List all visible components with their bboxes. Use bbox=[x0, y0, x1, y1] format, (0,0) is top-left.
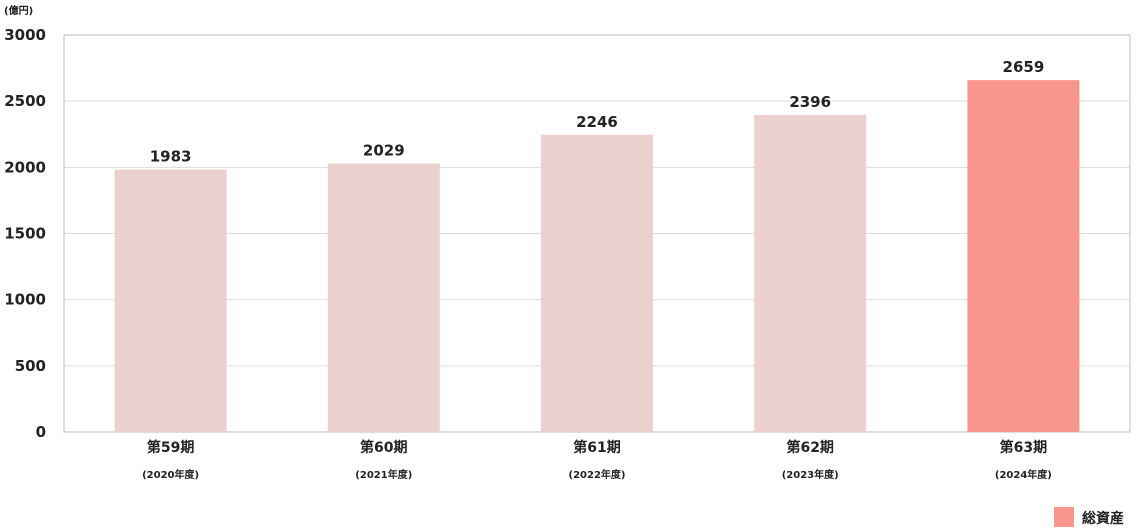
bar bbox=[114, 169, 227, 432]
value-labels: 1983 2029 2246 2396 2659 bbox=[150, 58, 1045, 165]
x-year-label: (2024年度) bbox=[995, 468, 1052, 481]
bar bbox=[327, 163, 440, 432]
legend-label-total-assets: 総資産 bbox=[1082, 510, 1124, 527]
value-label: 2029 bbox=[363, 141, 405, 159]
x-category-label: 第61期 bbox=[573, 439, 620, 456]
x-category-label: 第63期 bbox=[1000, 439, 1047, 456]
y-axis-unit-label: (億円) bbox=[4, 4, 33, 17]
x-year-label: (2023年度) bbox=[782, 468, 839, 481]
y-tick-label: 500 bbox=[15, 357, 46, 375]
value-label: 2396 bbox=[789, 93, 831, 111]
x-year-label: (2022年度) bbox=[569, 468, 626, 481]
y-tick-label: 1000 bbox=[4, 291, 46, 309]
y-axis-ticks: 0 500 1000 1500 2000 2500 3000 bbox=[4, 26, 46, 441]
y-tick-label: 0 bbox=[36, 423, 46, 441]
value-label: 1983 bbox=[150, 148, 192, 166]
x-category-label: 第60期 bbox=[360, 439, 407, 456]
x-axis-labels: 第59期 (2020年度) 第60期 (2021年度) 第61期 (2022年度) 第62期… bbox=[142, 439, 1052, 481]
x-year-label: (2021年度) bbox=[355, 468, 412, 481]
x-category-label: 第62期 bbox=[786, 439, 833, 456]
x-year-label: (2020年度) bbox=[142, 468, 199, 481]
y-tick-label: 3000 bbox=[4, 26, 46, 44]
y-tick-label: 2000 bbox=[4, 158, 46, 176]
bars bbox=[114, 80, 1080, 433]
legend: 総資産 bbox=[1054, 507, 1124, 527]
x-category-label: 第59期 bbox=[147, 439, 194, 456]
value-label: 2659 bbox=[1003, 58, 1045, 76]
value-label: 2246 bbox=[576, 113, 618, 131]
y-tick-label: 1500 bbox=[4, 225, 46, 243]
y-tick-label: 2500 bbox=[4, 92, 46, 110]
bar bbox=[754, 114, 867, 433]
bar bbox=[541, 134, 653, 432]
bar bbox=[967, 80, 1080, 432]
legend-swatch-total-assets bbox=[1054, 507, 1074, 527]
